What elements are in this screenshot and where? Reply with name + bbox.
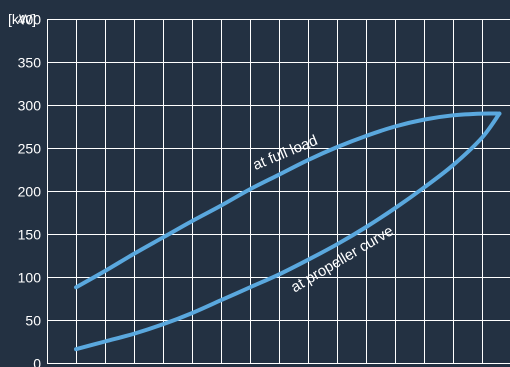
y-tick-label: 300 [18,98,42,114]
y-tick-label: 250 [18,141,42,157]
chart-series [74,111,502,352]
y-axis-unit-label: [kW] [8,11,36,27]
chart-grid [47,19,510,364]
y-tick-label: 100 [18,270,42,286]
y-tick-label: 0 [33,356,41,367]
propeller-curve-label: at propeller curve [288,222,396,296]
y-tick-label: 400 [18,12,42,28]
full-load-curve [74,111,502,290]
y-tick-label: 50 [25,313,41,329]
y-axis-ticks: 0 50 100 150 200 250 300 350 400 [18,12,42,367]
chart-annotations: at full load at propeller curve [250,132,396,296]
full-load-label: at full load [250,132,320,174]
y-tick-label: 200 [18,184,42,200]
y-tick-label: 350 [18,55,42,71]
propeller-curve [74,111,502,352]
y-tick-label: 150 [18,227,42,243]
